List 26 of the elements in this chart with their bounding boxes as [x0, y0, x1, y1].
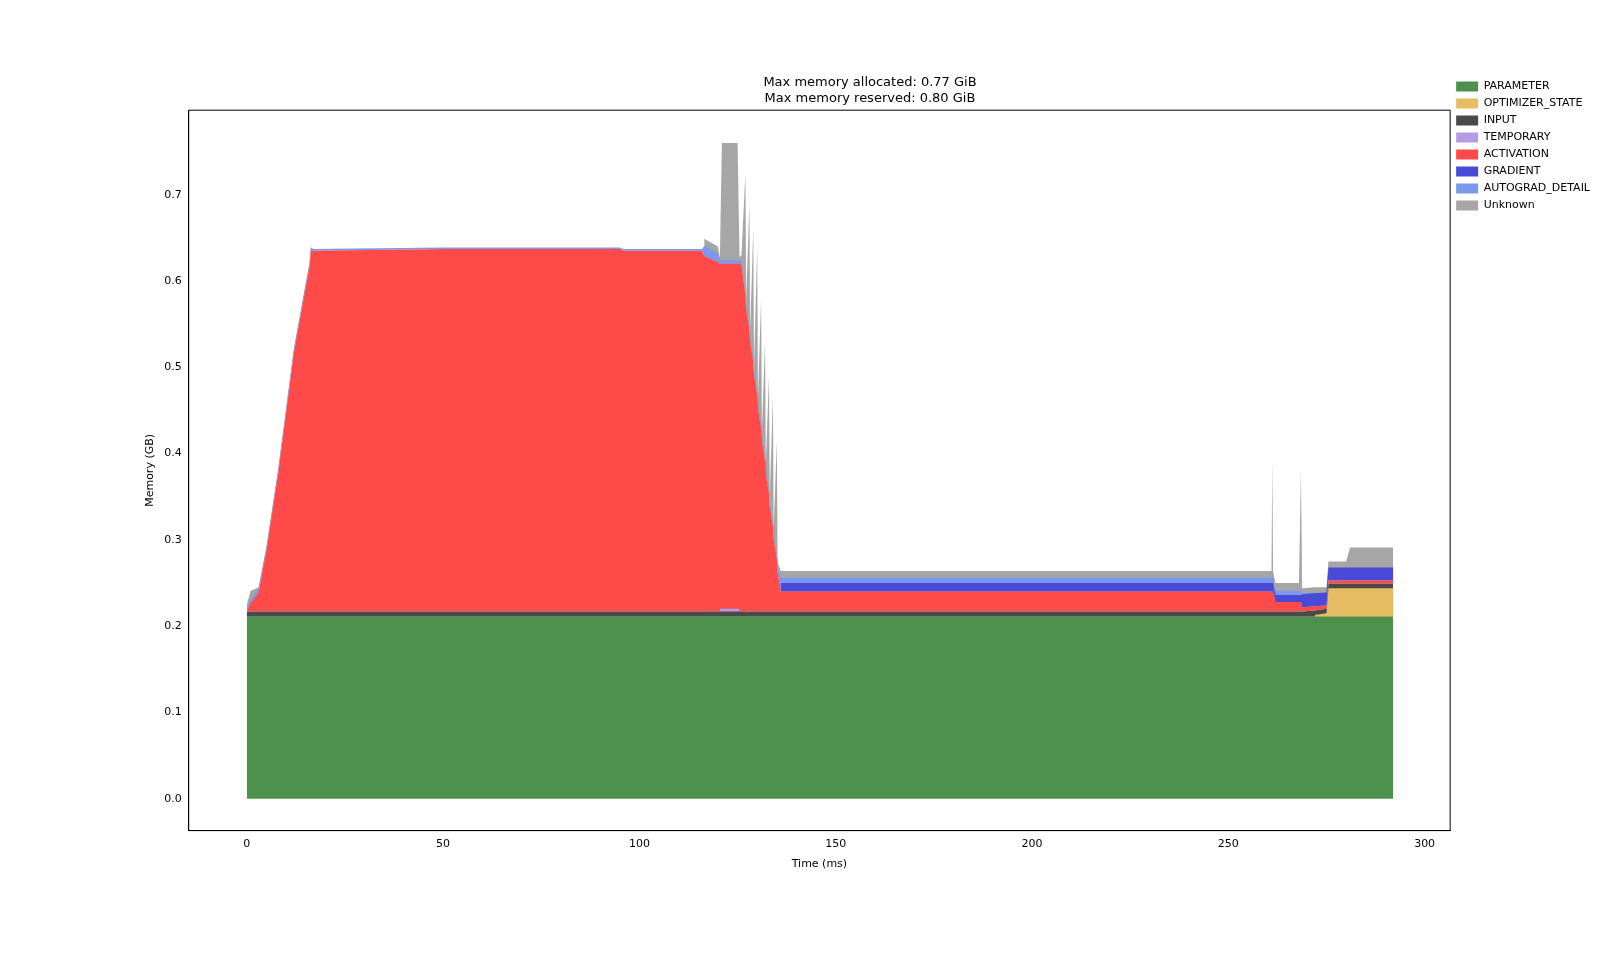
- y-tick-label: 0.0: [164, 791, 182, 805]
- legend-label: GRADIENT: [1483, 164, 1541, 178]
- chart-title: Max memory allocated: 0.77 GiB Max memory reserved: 0.80 GiB: [763, 74, 977, 105]
- x-tick-label: 100: [628, 837, 650, 851]
- x-tick-label: 150: [825, 837, 847, 851]
- y-tick-label: 0.4: [164, 446, 182, 460]
- y-tick-label: 0.3: [164, 532, 182, 546]
- legend-label: ACTIVATION: [1483, 147, 1549, 161]
- y-tick-label: 0.7: [164, 187, 182, 201]
- y-tick-label: 0.5: [164, 360, 182, 374]
- y-tick-label: 0.2: [164, 618, 182, 632]
- x-tick-label: 250: [1217, 837, 1239, 851]
- legend-label: PARAMETER: [1483, 79, 1550, 93]
- y-axis-title: Memory (GB): [143, 433, 157, 507]
- x-tick-label: 200: [1021, 837, 1043, 851]
- legend-label: Unknown: [1483, 198, 1535, 212]
- legend-label: AUTOGRAD_DETAIL: [1483, 181, 1591, 195]
- x-tick-label: 50: [436, 837, 451, 851]
- y-tick-label: 0.6: [164, 273, 182, 287]
- legend-label: INPUT: [1483, 113, 1517, 127]
- x-axis-title: Time (ms): [790, 857, 848, 871]
- legend-label: TEMPORARY: [1482, 130, 1551, 144]
- x-tick-label: 0: [243, 837, 251, 851]
- legend-label: OPTIMIZER_STATE: [1483, 96, 1583, 110]
- y-tick-label: 0.1: [164, 705, 182, 719]
- x-tick-label: 300: [1414, 837, 1436, 851]
